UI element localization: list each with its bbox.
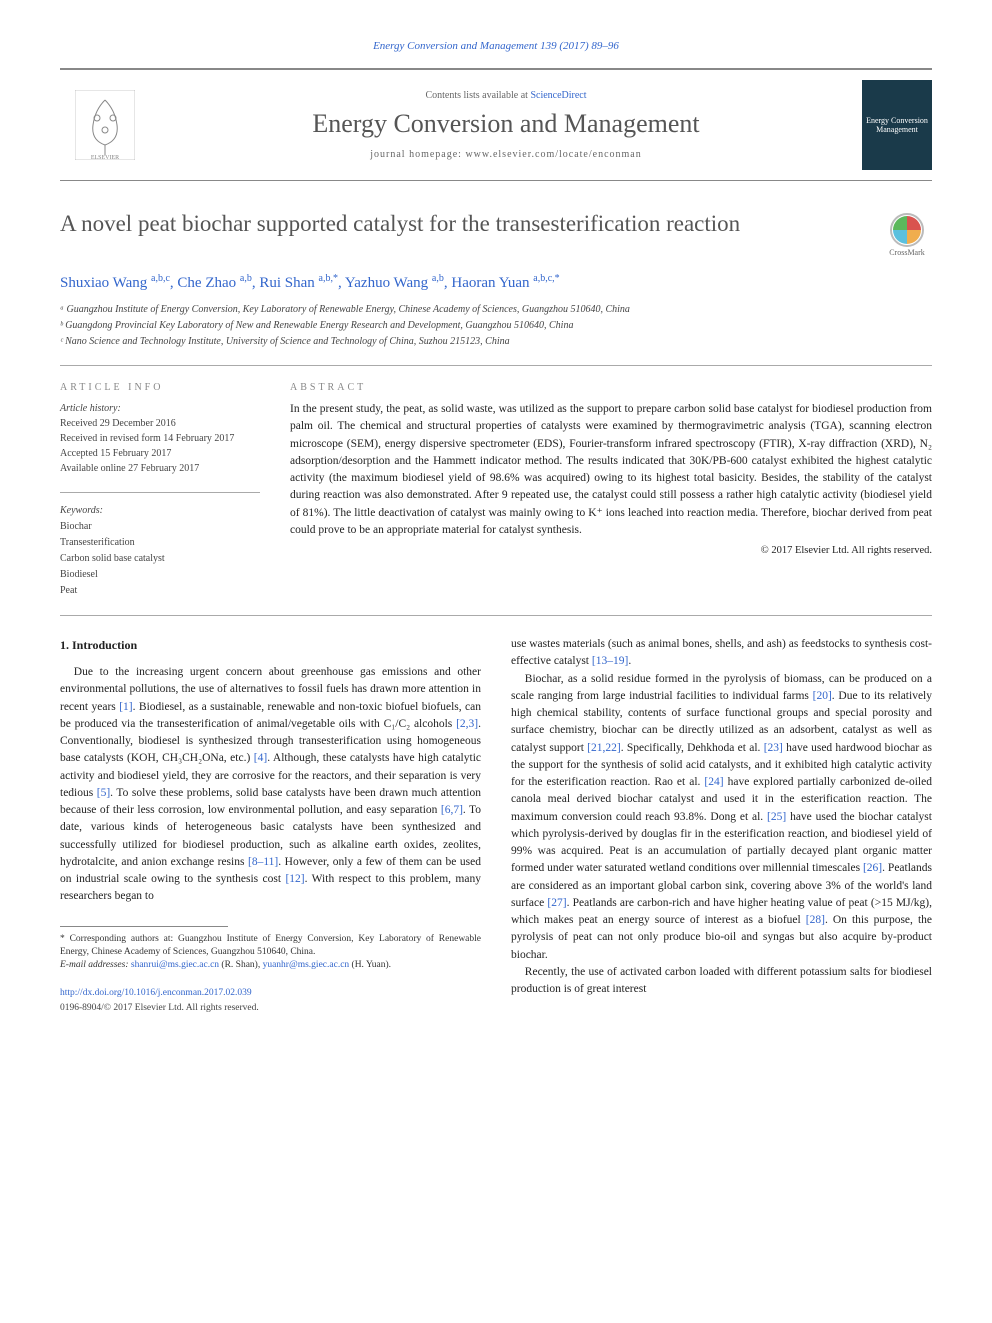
history-line: Available online 27 February 2017 [60,461,260,476]
contents-line: Contents lists available at ScienceDirec… [150,90,862,101]
reference-link[interactable]: [28] [806,914,825,926]
reference-link[interactable]: [20] [813,690,832,702]
article-info-sidebar: ARTICLE INFO Article history: Received 2… [60,382,260,599]
footnote-separator [60,926,228,927]
crossmark-icon [889,212,925,248]
journal-cover-thumbnail: Energy Conversion Management [862,80,932,170]
emails-label: E-mail addresses: [60,960,131,970]
body-column-right: use wastes materials (such as animal bon… [511,636,932,1015]
body-paragraph: Biochar, as a solid residue formed in th… [511,671,932,964]
abstract-block: ABSTRACT In the present study, the peat,… [290,382,932,599]
body-paragraph: Recently, the use of activated carbon lo… [511,964,932,999]
reference-link[interactable]: [5] [97,787,110,799]
cover-text: Energy Conversion Management [862,116,932,134]
crossmark-label: CrossMark [889,248,925,257]
author-email-link[interactable]: yuanhr@ms.giec.ac.cn [263,960,350,970]
email-who: (R. Shan), [219,960,263,970]
reference-link[interactable]: [23] [764,742,783,754]
reference-link[interactable]: [25] [767,811,786,823]
keywords-label: Keywords: [60,505,103,516]
keyword: Transesterification [60,535,260,551]
keyword: Carbon solid base catalyst [60,551,260,567]
journal-name: Energy Conversion and Management [150,109,862,139]
abstract-copyright: © 2017 Elsevier Ltd. All rights reserved… [290,545,932,556]
body-columns: 1. Introduction Due to the increasing ur… [60,636,932,1015]
affiliation-line: ᵃ Guangzhou Institute of Energy Conversi… [60,302,932,317]
reference-link[interactable]: [21,22] [587,742,621,754]
divider [60,615,932,616]
affiliations: ᵃ Guangzhou Institute of Energy Conversi… [60,302,932,349]
history-label: Article history: [60,403,121,414]
journal-header: ELSEVIER Contents lists available at Sci… [60,68,932,181]
reference-link[interactable]: [2,3] [456,718,478,730]
author-email-link[interactable]: shanrui@ms.giec.ac.cn [131,960,219,970]
reference-link[interactable]: [4] [254,752,267,764]
section-heading-intro: 1. Introduction [60,636,481,654]
reference-link[interactable]: [12] [285,873,304,885]
reference-link[interactable]: [6,7] [441,804,463,816]
body-column-left: 1. Introduction Due to the increasing ur… [60,636,481,1015]
divider [60,492,260,493]
history-line: Received in revised form 14 February 201… [60,431,260,446]
doi-link[interactable]: http://dx.doi.org/10.1016/j.enconman.201… [60,986,481,1000]
reference-link[interactable]: [13–19] [592,655,628,667]
history-line: Accepted 15 February 2017 [60,446,260,461]
journal-reference: Energy Conversion and Management 139 (20… [60,40,932,52]
issn-copyright: 0196-8904/© 2017 Elsevier Ltd. All right… [60,1001,481,1015]
email-addresses: E-mail addresses: shanrui@ms.giec.ac.cn … [60,959,481,972]
reference-link[interactable]: [8–11] [248,856,278,868]
keyword: Biochar [60,519,260,535]
affiliation-line: ᵇ Guangdong Provincial Key Laboratory of… [60,318,932,333]
svg-text:ELSEVIER: ELSEVIER [91,155,119,160]
publisher-logo: ELSEVIER [60,80,150,170]
affiliation-line: ᶜ Nano Science and Technology Institute,… [60,334,932,349]
history-line: Received 29 December 2016 [60,416,260,431]
reference-link[interactable]: [24] [704,776,723,788]
keyword: Peat [60,583,260,599]
elsevier-tree-icon: ELSEVIER [75,90,135,160]
crossmark-badge[interactable]: CrossMark [882,209,932,259]
article-title: A novel peat biochar supported catalyst … [60,209,882,239]
authors-line: Shuxiao Wang a,b,c, Che Zhao a,b, Rui Sh… [60,273,932,292]
reference-link[interactable]: [1] [119,701,132,713]
article-info-heading: ARTICLE INFO [60,382,260,393]
corresponding-author-note: * Corresponding authors at: Guangzhou In… [60,933,481,960]
email-who: (H. Yuan). [349,960,391,970]
reference-link[interactable]: [27] [547,897,566,909]
journal-homepage: journal homepage: www.elsevier.com/locat… [150,149,862,160]
body-paragraph: Due to the increasing urgent concern abo… [60,664,481,906]
body-paragraph: use wastes materials (such as animal bon… [511,636,932,671]
keyword: Biodiesel [60,567,260,583]
sciencedirect-link[interactable]: ScienceDirect [530,90,586,101]
footnotes: * Corresponding authors at: Guangzhou In… [60,933,481,973]
abstract-text: In the present study, the peat, as solid… [290,401,932,539]
abstract-heading: ABSTRACT [290,382,932,393]
reference-link[interactable]: [26] [863,862,882,874]
contents-prefix: Contents lists available at [425,90,530,101]
divider [60,365,932,366]
